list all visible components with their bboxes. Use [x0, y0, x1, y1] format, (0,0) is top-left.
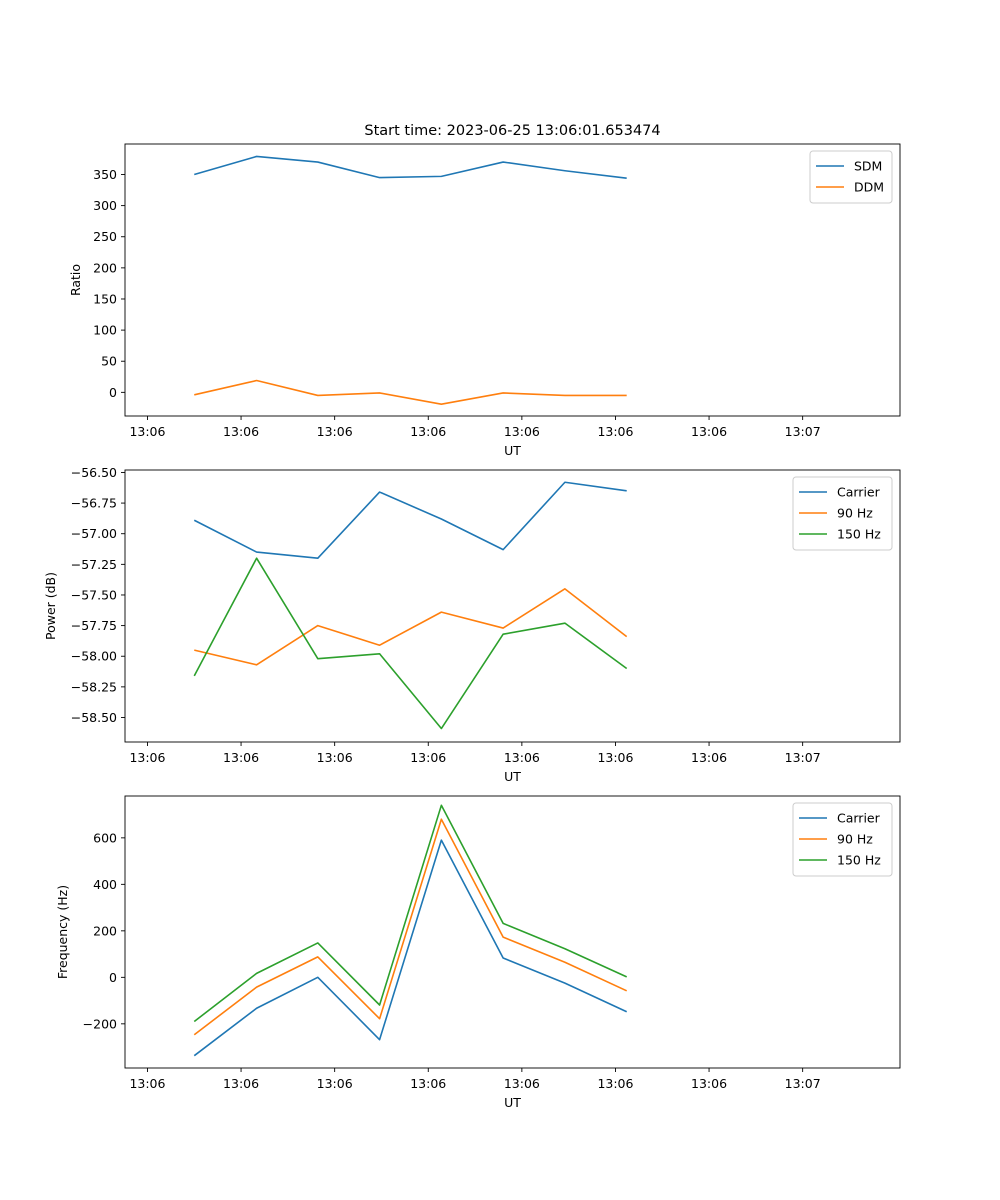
x-tick-label: 13:06	[129, 424, 165, 439]
legend-label: 150 Hz	[837, 853, 881, 868]
x-tick-label: 13:06	[597, 1076, 633, 1091]
x-tick-label: 13:06	[317, 424, 353, 439]
y-tick-label: 300	[93, 198, 117, 213]
legend: SDM DDM	[809, 150, 893, 204]
x-tick-label: 13:07	[785, 1076, 821, 1091]
legend-box	[809, 150, 893, 204]
legend-label: 90 Hz	[837, 506, 873, 521]
series-line-carrier	[193, 481, 627, 560]
legend-label: 90 Hz	[837, 832, 873, 847]
legend: Carrier 90 Hz 150 Hz	[792, 476, 893, 551]
y-tick-label: 0	[109, 970, 117, 985]
y-tick-label: −57.25	[71, 557, 117, 572]
y-axis-label: Power (dB)	[43, 572, 58, 640]
x-tick-label: 13:06	[504, 1076, 540, 1091]
y-tick-label: −56.50	[71, 465, 117, 480]
y-tick-label: −58.50	[71, 710, 117, 725]
x-tick-label: 13:07	[785, 750, 821, 765]
x-tick-label: 13:06	[223, 1076, 259, 1091]
series-line-150-hz	[193, 557, 628, 730]
x-tick-label: 13:06	[317, 1076, 353, 1091]
y-tick-label: 150	[93, 291, 117, 306]
x-tick-label: 13:06	[410, 1076, 446, 1091]
x-tick-label: 13:06	[597, 424, 633, 439]
y-tick-label: 400	[93, 877, 117, 892]
subplot-3: 13:06 13:06 13:06 13:06 13:06 13:06 13:06 13:07…	[55, 795, 901, 1110]
y-tick-label: −57.50	[71, 587, 117, 602]
legend: Carrier 90 Hz 150 Hz	[792, 802, 893, 877]
subplot-1: 13:06 13:06 13:06 13:06 13:06 13:06 13:06 13:07…	[68, 143, 901, 458]
x-tick-label: 13:06	[223, 750, 259, 765]
series-line-ddm	[194, 379, 627, 405]
y-tick-label: 350	[93, 167, 117, 182]
x-tick-label: 13:07	[785, 424, 821, 439]
legend-label: DDM	[854, 180, 884, 195]
chart-title: Start time: 2023-06-25 13:06:01.653474	[364, 123, 660, 139]
series-line-sdm	[194, 155, 627, 180]
x-tick-label: 13:06	[597, 750, 633, 765]
axes-frame	[124, 795, 901, 1069]
x-tick-label: 13:06	[317, 750, 353, 765]
subplot-2: 13:06 13:06 13:06 13:06 13:06 13:06 13:06 13:07…	[43, 465, 901, 784]
legend-label: Carrier	[837, 485, 881, 500]
y-axis-label: Ratio	[68, 264, 83, 296]
y-tick-label: 50	[101, 354, 117, 369]
y-tick-label: 250	[93, 229, 117, 244]
y-tick-label: 100	[93, 323, 117, 338]
legend-box	[792, 476, 893, 551]
y-tick-label: 200	[93, 923, 117, 938]
y-tick-label: 200	[93, 260, 117, 275]
y-tick-label: −56.75	[71, 496, 117, 511]
y-tick-label: −57.00	[71, 526, 117, 541]
series-line-90-hz	[194, 588, 628, 666]
legend-label: 150 Hz	[837, 527, 881, 542]
x-tick-label: 13:06	[223, 424, 259, 439]
legend-label: Carrier	[837, 811, 881, 826]
x-tick-label: 13:06	[691, 424, 727, 439]
series-line-carrier	[193, 839, 628, 1057]
y-tick-label: −57.75	[71, 618, 117, 633]
x-tick-label: 13:06	[410, 424, 446, 439]
axes-frame	[124, 469, 901, 743]
y-tick-label: −58.00	[71, 649, 117, 664]
series-line-150-hz	[193, 804, 628, 1023]
x-tick-label: 13:06	[129, 750, 165, 765]
y-tick-label: −58.25	[71, 679, 117, 694]
x-axis-label: UT	[504, 443, 521, 458]
y-tick-label: 600	[93, 830, 117, 845]
x-axis-label: UT	[504, 769, 521, 784]
y-tick-label: −200	[83, 1016, 117, 1031]
x-tick-label: 13:06	[504, 750, 540, 765]
x-tick-label: 13:06	[691, 750, 727, 765]
y-axis-label: Frequency (Hz)	[55, 885, 70, 979]
x-tick-label: 13:06	[410, 750, 446, 765]
x-tick-label: 13:06	[691, 1076, 727, 1091]
plots-container: 13:06 13:06 13:06 13:06 13:06 13:06 13:06 13:07…	[43, 143, 901, 1110]
legend-label: SDM	[854, 159, 882, 174]
x-axis-label: UT	[504, 1095, 521, 1110]
y-tick-label: 0	[109, 385, 117, 400]
series-line-90-hz	[193, 818, 628, 1036]
x-tick-label: 13:06	[504, 424, 540, 439]
axes-frame	[124, 143, 901, 417]
legend-box	[792, 802, 893, 877]
x-tick-label: 13:06	[129, 1076, 165, 1091]
